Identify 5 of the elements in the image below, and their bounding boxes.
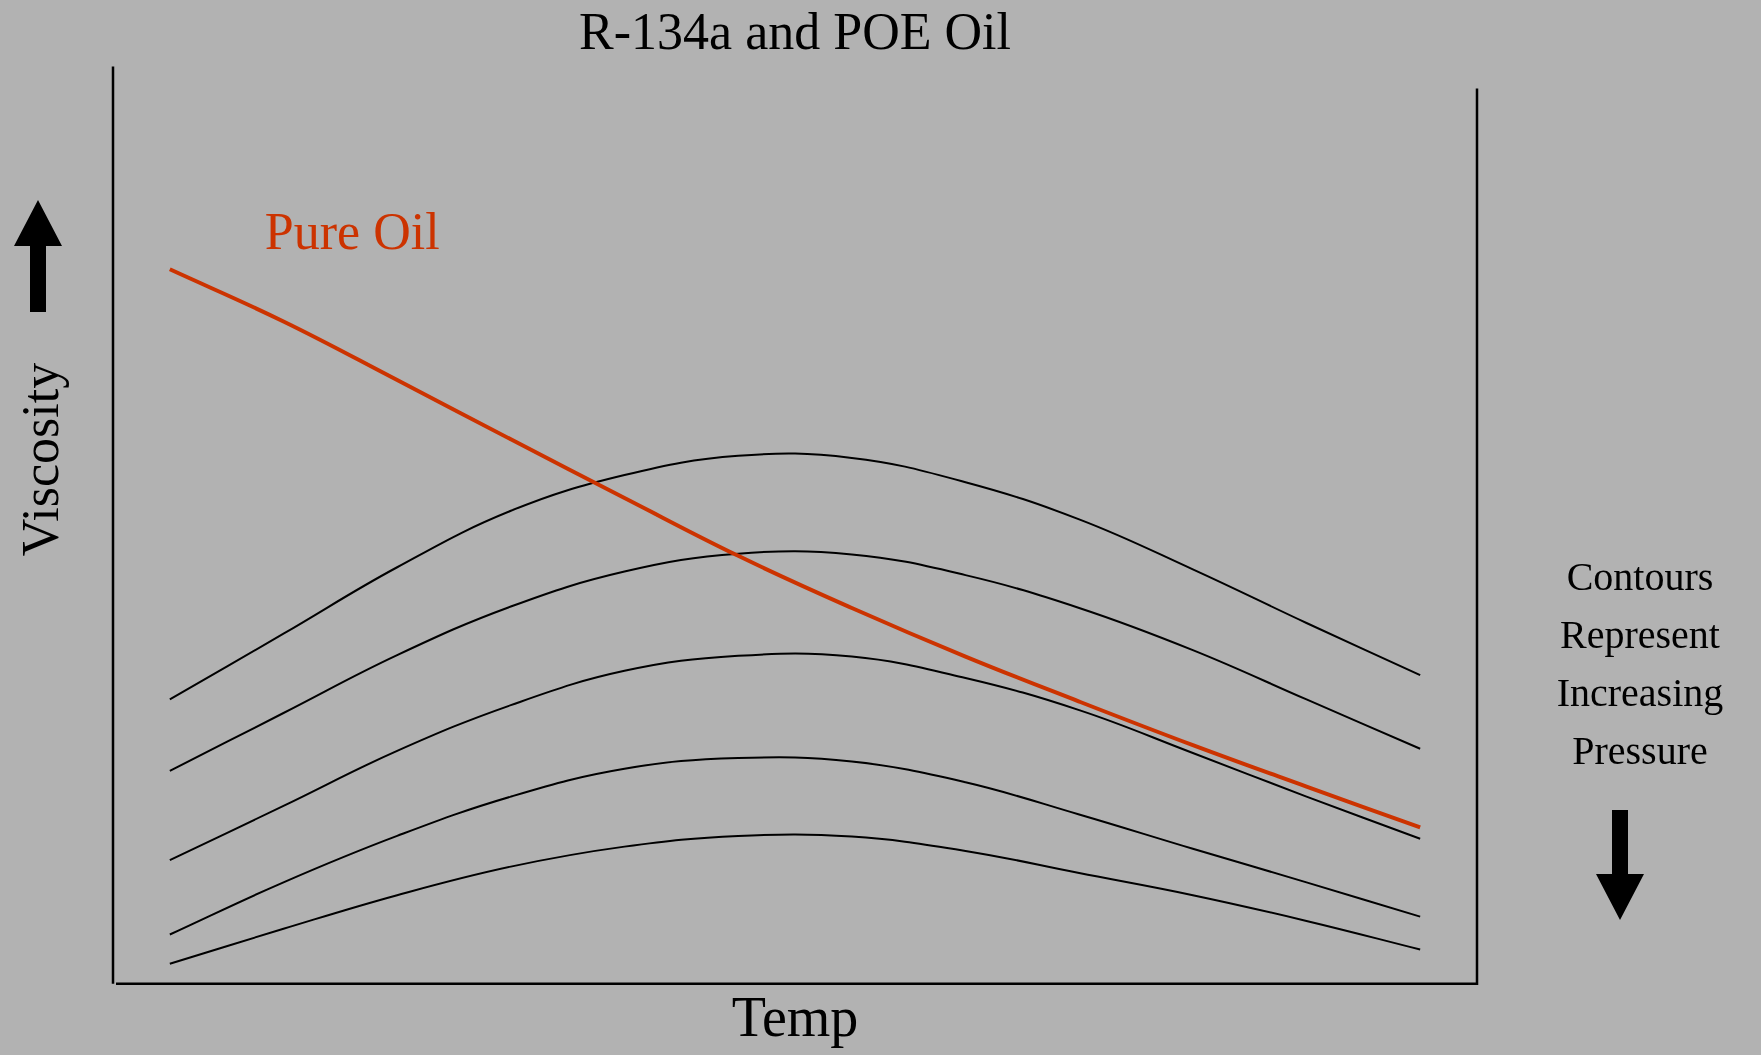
y-axis-title: Viscosity xyxy=(10,361,70,559)
x-axis-title: Temp xyxy=(731,986,859,1049)
text: Contours Represent Increasing Pressure xyxy=(1555,553,1725,775)
series-label: Pure Oil xyxy=(264,202,440,260)
chart-title: R-134a and POE Oil xyxy=(579,2,1011,60)
